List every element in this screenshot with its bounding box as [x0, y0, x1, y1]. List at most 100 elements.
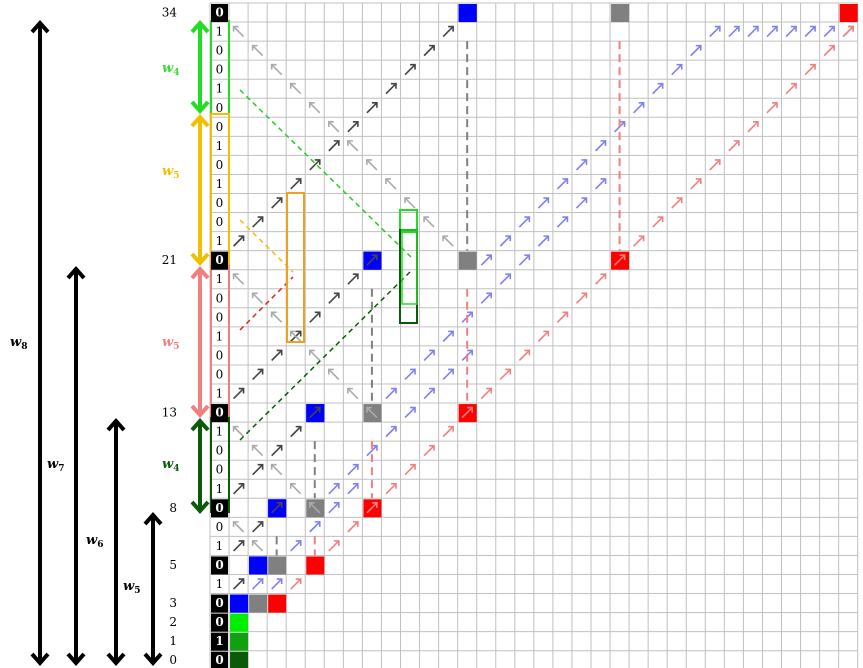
arrow [310, 103, 320, 113]
bit-cell: 0 [215, 253, 223, 267]
cell-green-mid [230, 633, 248, 651]
arrow [386, 389, 396, 399]
bit-cell: 0 [215, 558, 223, 572]
label-w8: w8 [10, 335, 27, 352]
arrow [424, 446, 434, 456]
arrow [519, 255, 529, 265]
arrow [367, 160, 377, 170]
bit-cell: 0 [216, 348, 224, 362]
bit-cell: 1 [216, 177, 224, 191]
arrow [424, 46, 434, 56]
arrow [329, 503, 339, 513]
arrow [348, 465, 358, 475]
arrow [843, 27, 853, 37]
arrow [500, 369, 510, 379]
arrow [291, 484, 301, 494]
arrow [596, 274, 606, 284]
y-tick: 3 [169, 596, 177, 610]
arrow [348, 141, 358, 151]
bit-cell: 0 [215, 406, 223, 420]
arrow [748, 122, 758, 132]
arrow [253, 217, 263, 227]
arrow [576, 160, 586, 170]
arrow [253, 541, 263, 551]
bit-cell: 0 [216, 215, 224, 229]
arrow [310, 350, 320, 360]
arrow [272, 446, 282, 456]
bit-cell: 0 [216, 291, 224, 305]
arrow [691, 179, 701, 189]
bit-cell: 1 [216, 272, 224, 286]
arrow [272, 198, 282, 208]
bit-cell: 1 [216, 387, 224, 401]
label-w6: w6 [86, 533, 103, 550]
arrow [348, 122, 358, 132]
arrow [310, 522, 320, 532]
arrow [481, 255, 491, 265]
bit-cell: 0 [216, 196, 224, 210]
arrow [234, 484, 244, 494]
bit-cell: 0 [216, 444, 224, 458]
label-w5-yellow: w5 [162, 164, 179, 181]
arrow [500, 274, 510, 284]
arrow [253, 46, 263, 56]
arrow [596, 141, 606, 151]
arrow [748, 27, 758, 37]
arrow [824, 27, 834, 37]
bit-cell: 0 [215, 653, 223, 667]
arrow [329, 122, 339, 132]
arrow [786, 27, 796, 37]
bit-cell: 0 [216, 367, 224, 381]
arrow [767, 27, 777, 37]
cell-blue [249, 556, 267, 574]
bit-cell: 1 [216, 539, 224, 553]
arrow [672, 198, 682, 208]
box-green-inner [402, 230, 417, 304]
arrow [729, 141, 739, 151]
arrow [272, 350, 282, 360]
y-tick: 13 [162, 406, 177, 420]
bit-cell: 0 [216, 101, 224, 115]
arrow [481, 293, 491, 303]
bit-cell: 0 [216, 63, 224, 77]
arrow [405, 369, 415, 379]
bit-cell: 1 [216, 139, 224, 153]
arrow [367, 103, 377, 113]
arrow [405, 65, 415, 75]
arrow [386, 84, 396, 94]
arrow [576, 198, 586, 208]
bit-cell: 1 [216, 577, 224, 591]
arrow [691, 46, 701, 56]
cell-red [840, 4, 858, 22]
arrow [272, 65, 282, 75]
arrow [253, 522, 263, 532]
arrow [291, 579, 301, 589]
bit-cell: 0 [216, 120, 224, 134]
cell-gray [611, 4, 629, 22]
label-w5: w5 [123, 579, 140, 596]
arrow [272, 312, 282, 322]
y-tick: 1 [169, 634, 177, 648]
y-tick: 34 [162, 6, 178, 20]
arrow [348, 389, 358, 399]
arrow [348, 484, 358, 494]
arrow [443, 236, 453, 246]
arrow [386, 427, 396, 437]
dashed-lines [240, 41, 620, 555]
arrow [234, 427, 244, 437]
arrow [557, 179, 567, 189]
arrow [405, 408, 415, 418]
arrow [405, 465, 415, 475]
arrow [443, 331, 453, 341]
arrow [329, 369, 339, 379]
y-tick: 5 [169, 558, 177, 572]
arrow [481, 389, 491, 399]
arrow [538, 331, 548, 341]
arrow [310, 160, 320, 170]
arrow [234, 236, 244, 246]
y-tick: 21 [162, 253, 177, 267]
box-orange [287, 193, 304, 342]
arrow [672, 65, 682, 75]
bit-cell: 0 [215, 501, 223, 515]
arrow [234, 522, 244, 532]
